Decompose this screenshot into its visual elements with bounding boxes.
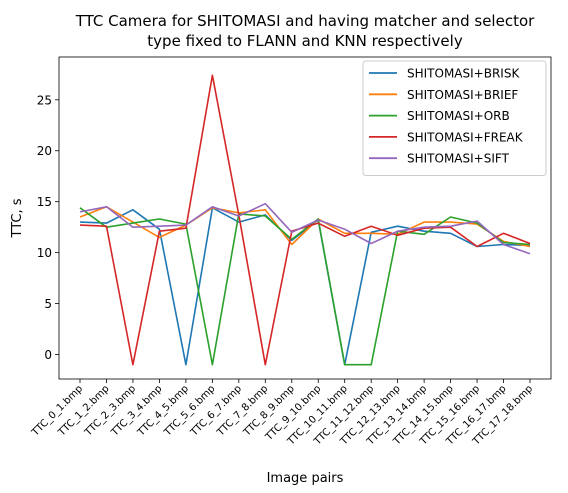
chart-title-line-2: type fixed to FLANN and KNN respectively	[147, 32, 463, 50]
y-tick-label: 5	[44, 297, 52, 311]
legend-label: SHITOMASI+BRISK	[407, 67, 520, 81]
legend-label: SHITOMASI+BRIEF	[407, 88, 518, 102]
y-tick-label: 15	[37, 195, 52, 209]
series-line-shitomasi-orb	[79, 207, 531, 366]
series-line-shitomasi-brief	[79, 206, 531, 248]
y-tick-label: 20	[37, 144, 52, 158]
chart-title-line-1: TTC Camera for SHITOMASI and having matc…	[75, 12, 535, 30]
legend-label: SHITOMASI+FREAK	[407, 130, 524, 144]
y-axis: 0 5 10 15 20 25	[37, 93, 59, 362]
y-tick-label: 25	[37, 93, 52, 107]
series-lines	[79, 74, 531, 366]
legend-label: SHITOMASI+SIFT	[407, 152, 510, 166]
y-tick-label: 10	[37, 246, 52, 260]
x-axis: TTC_0_1.bmpTTC_1_2.bmpTTC_2_3.bmpTTC_3_4…	[29, 379, 535, 448]
x-axis-label: Image pairs	[267, 471, 344, 486]
legend-label: SHITOMASI+ORB	[407, 109, 510, 123]
y-tick-label: 0	[44, 348, 52, 362]
plot-frame	[58, 56, 552, 380]
y-axis-label: TTC, s	[10, 198, 25, 238]
series-line-shitomasi-sift	[79, 202, 531, 255]
legend-box	[362, 60, 547, 176]
series-line-shitomasi-freak	[79, 74, 531, 366]
legend: SHITOMASI+BRISK SHITOMASI+BRIEF SHITOMASI+…	[362, 60, 547, 176]
